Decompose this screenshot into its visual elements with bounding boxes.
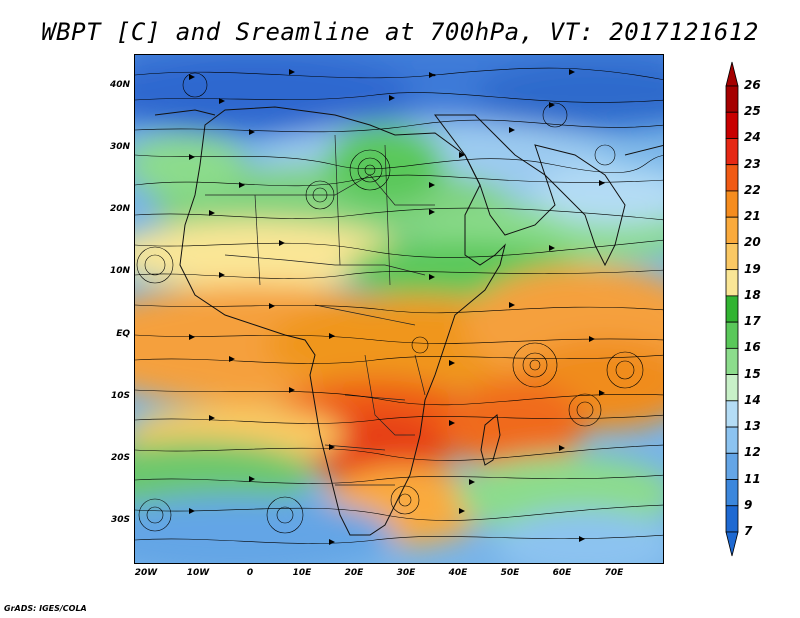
lon-label: 40E bbox=[448, 568, 468, 578]
chart-title: WBPT [C] and Sreamline at 700hPa, VT: 20… bbox=[41, 18, 759, 46]
lat-label: 20N bbox=[109, 204, 130, 214]
colorbar-label: 23 bbox=[744, 156, 761, 171]
colorbar-label: 16 bbox=[744, 340, 761, 355]
lon-label: 20E bbox=[344, 568, 364, 578]
colorbar-segment bbox=[725, 138, 739, 166]
streamline-arrows bbox=[189, 69, 605, 545]
colorbar-segment bbox=[725, 85, 739, 113]
colorbar-label: 11 bbox=[744, 471, 761, 486]
colorbar-segment bbox=[725, 479, 739, 507]
colorbar-segment bbox=[725, 164, 739, 192]
colorbar-label: 21 bbox=[744, 209, 761, 224]
colorbar-label: 14 bbox=[744, 392, 761, 407]
colorbar-label: 13 bbox=[744, 419, 761, 434]
colorbar-segment bbox=[725, 374, 739, 402]
colorbar-segment bbox=[725, 243, 739, 271]
footer-credit: GrADS: IGES/COLA bbox=[4, 604, 87, 613]
colorbar-segment bbox=[725, 111, 739, 139]
lat-label: 10N bbox=[109, 266, 130, 276]
streamlines bbox=[135, 67, 663, 544]
colorbar-segment bbox=[725, 452, 739, 480]
lon-label: 20W bbox=[134, 568, 158, 578]
coastlines bbox=[154, 106, 663, 536]
map-plot-area bbox=[134, 54, 664, 564]
lon-label: 0 bbox=[246, 568, 254, 578]
lon-label: 60E bbox=[552, 568, 572, 578]
wbpt-color-field bbox=[135, 55, 663, 563]
colorbar-segment bbox=[725, 426, 739, 454]
colorbar-label: 12 bbox=[744, 445, 761, 460]
colorbar-label: 25 bbox=[744, 104, 761, 119]
colorbar-segment bbox=[725, 216, 739, 244]
colorbar-label: 26 bbox=[744, 78, 761, 92]
lon-label: 30E bbox=[396, 568, 416, 578]
colorbar-bottom-arrow bbox=[725, 531, 739, 557]
colorbar-segment bbox=[725, 190, 739, 218]
colorbar-label: 7 bbox=[744, 524, 753, 538]
lat-label: 20S bbox=[110, 453, 130, 463]
colorbar-label: 20 bbox=[744, 235, 761, 250]
colorbar bbox=[725, 61, 739, 557]
colorbar-label: 18 bbox=[744, 287, 761, 302]
lat-label: 10S bbox=[110, 391, 130, 401]
colorbar-label: 9 bbox=[744, 497, 753, 512]
lon-label: 70E bbox=[604, 568, 624, 578]
colorbar-segment bbox=[725, 505, 739, 533]
lat-label: 30N bbox=[109, 142, 130, 152]
colorbar-segment bbox=[725, 269, 739, 297]
colorbar-label: 24 bbox=[744, 130, 761, 145]
lon-label: 10E bbox=[292, 568, 312, 578]
colorbar-segment bbox=[725, 295, 739, 323]
wbpt-field-map bbox=[135, 55, 663, 563]
lat-label: 40N bbox=[109, 80, 130, 90]
country-borders bbox=[205, 134, 435, 486]
colorbar-label: 22 bbox=[744, 182, 761, 197]
lon-label: 50E bbox=[500, 568, 520, 578]
colorbar-label: 19 bbox=[744, 261, 761, 276]
lat-label: 30S bbox=[110, 515, 130, 525]
lat-label: EQ bbox=[116, 329, 130, 339]
lon-label: 10W bbox=[186, 568, 210, 578]
colorbar-label: 17 bbox=[744, 314, 761, 329]
colorbar-segment bbox=[725, 347, 739, 375]
colorbar-segment bbox=[725, 321, 739, 349]
colorbar-segment bbox=[725, 400, 739, 428]
colorbar-top-arrow bbox=[725, 61, 739, 87]
colorbar-label: 15 bbox=[744, 366, 761, 381]
